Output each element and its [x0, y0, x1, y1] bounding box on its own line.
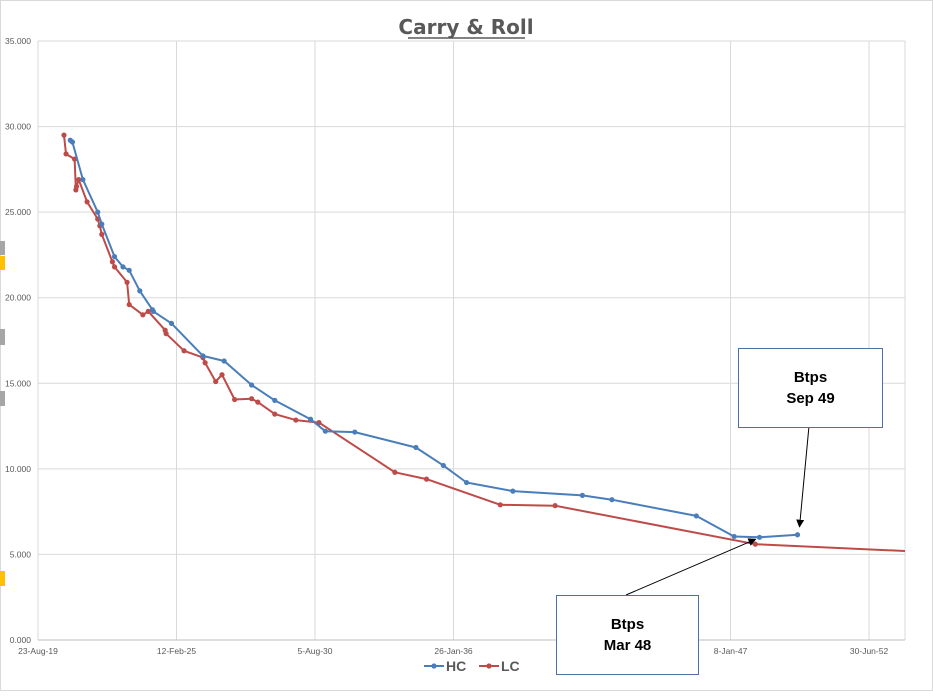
data-point: [307, 416, 314, 422]
data-point: [84, 199, 90, 205]
callout-mar48: Btps Mar 48: [556, 595, 699, 675]
data-point: [255, 399, 261, 405]
data-point: [609, 497, 615, 503]
legend-label: HC: [446, 658, 466, 674]
series-lc: [61, 132, 906, 552]
legend-swatch-marker: [486, 663, 492, 669]
annotation-arrow: [796, 425, 810, 528]
y-tick-label: 35.000: [5, 36, 31, 46]
legend-swatch-marker: [431, 663, 437, 669]
data-point: [248, 382, 255, 388]
data-point: [552, 503, 558, 509]
side-marker-gray: [0, 329, 5, 345]
x-tick-label: 23-Aug-19: [18, 646, 58, 656]
data-point: [63, 151, 69, 157]
data-point: [145, 308, 151, 315]
data-point: [109, 259, 115, 265]
y-tick-label: 0.000: [10, 635, 32, 645]
data-point: [248, 396, 255, 402]
data-point: [756, 534, 763, 540]
data-point: [150, 308, 156, 315]
data-point: [510, 488, 516, 494]
data-point: [140, 312, 146, 318]
data-point: [213, 378, 219, 385]
data-point: [322, 428, 328, 434]
axis-layer: 0.000 5.000 10.000 15.000 20.000 25.000 30.000…: [5, 36, 905, 656]
data-point: [181, 348, 187, 354]
data-point: [463, 479, 470, 486]
annotation-arrow: [625, 538, 757, 596]
data-point: [272, 411, 278, 417]
data-point: [392, 469, 398, 475]
data-point: [219, 372, 225, 378]
data-point: [497, 502, 503, 508]
data-point: [232, 396, 238, 403]
x-tick-label: 30-Jun-52: [850, 646, 889, 656]
data-point: [752, 541, 758, 547]
data-point: [126, 301, 132, 308]
x-tick-label: 26-Jan-36: [434, 646, 473, 656]
data-point: [120, 264, 126, 270]
data-point: [163, 331, 169, 337]
data-point: [413, 444, 419, 451]
x-tick-label: 5-Aug-30: [298, 646, 333, 656]
y-tick-label: 20.000: [5, 293, 31, 303]
y-tick-label: 10.000: [5, 464, 31, 474]
data-point: [579, 492, 586, 498]
legend-item-hc: HC: [424, 658, 466, 674]
y-tick-label: 30.000: [5, 122, 31, 132]
data-point: [80, 177, 86, 183]
y-tick-label: 5.000: [10, 549, 32, 559]
x-tick-label: 12-Feb-25: [157, 646, 196, 656]
data-point: [221, 358, 227, 364]
arrow-layer: [625, 425, 810, 596]
data-point: [69, 139, 76, 145]
chart-title: Carry & Roll: [398, 15, 533, 39]
data-point: [126, 267, 132, 273]
data-point: [111, 264, 118, 270]
series-layer: [61, 132, 906, 552]
data-point: [440, 462, 446, 469]
side-marker-yellow: [0, 256, 5, 270]
data-point: [73, 183, 80, 190]
data-point: [423, 476, 430, 482]
data-point: [76, 177, 82, 183]
callout-sep49-line1: Btps: [793, 369, 828, 386]
data-point: [168, 320, 175, 326]
callout-sep49-line2: Sep 49: [786, 390, 835, 407]
data-point: [794, 532, 801, 538]
side-marker-gray: [0, 391, 5, 406]
y-tick-label: 15.000: [5, 378, 31, 388]
data-point: [731, 533, 737, 540]
data-point: [352, 429, 358, 435]
data-point: [95, 209, 101, 215]
data-point: [137, 288, 143, 294]
data-point: [272, 397, 278, 403]
data-point: [111, 254, 118, 260]
data-point: [99, 231, 105, 237]
data-point: [693, 513, 699, 519]
callout-mar48-line1: Btps: [610, 616, 645, 633]
data-point: [293, 417, 299, 423]
data-point: [200, 353, 206, 359]
callout-mar48-line2: Mar 48: [603, 637, 652, 654]
y-tick-label: 25.000: [5, 207, 31, 217]
side-marker-gray: [0, 241, 5, 255]
series-hc: [67, 137, 801, 540]
legend-item-lc: LC: [479, 658, 520, 674]
data-point: [202, 360, 208, 366]
data-point: [61, 132, 67, 138]
legend-label: LC: [501, 658, 520, 674]
callout-sep49: Btps Sep 49: [738, 348, 883, 428]
data-point: [124, 279, 130, 285]
data-point: [99, 221, 105, 227]
legend: HC LC: [424, 658, 520, 674]
side-marker-yellow: [0, 571, 5, 586]
x-tick-label: 8-Jan-47: [714, 646, 748, 656]
